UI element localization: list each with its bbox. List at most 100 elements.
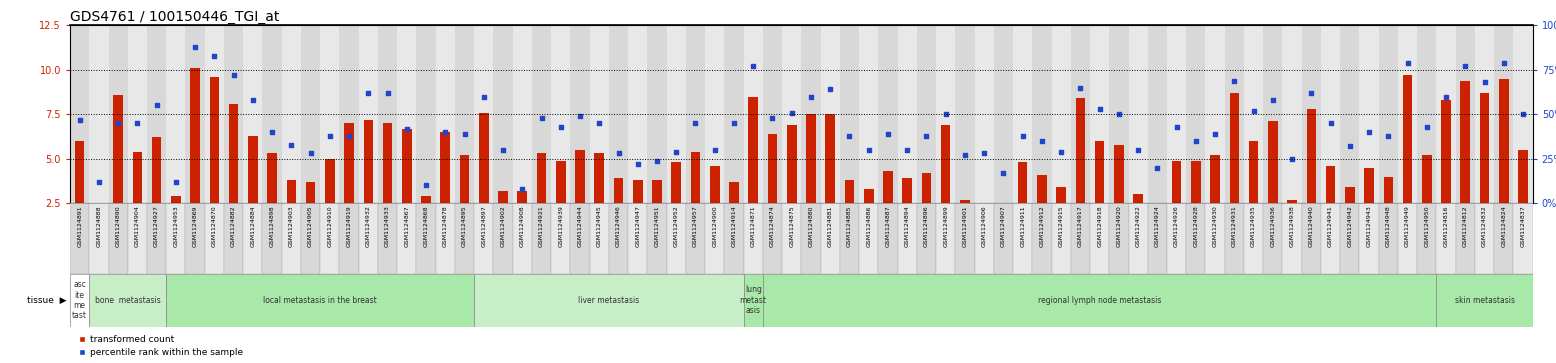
Bar	[960, 200, 969, 203]
Text: GSM1124895: GSM1124895	[462, 205, 467, 247]
Point	[1472, 79, 1497, 85]
Text: GSM1124910: GSM1124910	[327, 205, 333, 247]
Bar	[1321, 25, 1340, 203]
Bar	[1441, 100, 1450, 203]
Bar	[691, 152, 700, 203]
Bar	[1282, 25, 1302, 203]
Point	[1145, 165, 1170, 171]
Bar	[1186, 25, 1206, 203]
Text: GSM1124896: GSM1124896	[924, 205, 929, 247]
Bar	[1404, 75, 1413, 203]
Text: GSM1124945: GSM1124945	[598, 205, 602, 247]
Bar	[825, 114, 836, 203]
Point	[375, 90, 400, 96]
Point	[1030, 138, 1055, 144]
Point	[876, 131, 901, 137]
Bar	[576, 150, 585, 203]
Text: GSM1124881: GSM1124881	[828, 205, 832, 247]
Bar	[475, 25, 493, 203]
Bar	[551, 25, 571, 203]
Bar	[1514, 25, 1533, 203]
Text: GSM1124949: GSM1124949	[1405, 205, 1410, 247]
Bar	[325, 159, 335, 203]
Text: GSM1124904: GSM1124904	[135, 205, 140, 247]
Bar	[89, 203, 109, 274]
Text: GSM1124897: GSM1124897	[481, 205, 487, 247]
Bar	[1206, 203, 1225, 274]
Point	[182, 44, 207, 50]
Bar	[185, 203, 205, 274]
Point	[780, 110, 804, 115]
Bar	[1091, 203, 1109, 274]
Bar	[205, 203, 224, 274]
Bar	[518, 191, 527, 203]
Bar	[229, 104, 238, 203]
Text: GSM1124890: GSM1124890	[115, 205, 121, 247]
Text: GSM1124917: GSM1124917	[1078, 205, 1083, 247]
Bar	[1038, 175, 1047, 203]
Bar	[955, 203, 974, 274]
Point	[1088, 106, 1113, 112]
Text: regional lymph node metastasis: regional lymph node metastasis	[1038, 296, 1161, 305]
Bar	[282, 25, 300, 203]
Bar	[114, 95, 123, 203]
Text: lung
metast
asis: lung metast asis	[739, 285, 767, 315]
Bar	[1268, 122, 1277, 203]
Bar	[185, 25, 205, 203]
Text: GSM1124874: GSM1124874	[770, 205, 775, 247]
Text: local metastasis in the breast: local metastasis in the breast	[263, 296, 377, 305]
Bar	[344, 123, 353, 203]
Bar	[974, 25, 994, 203]
Bar	[1109, 25, 1128, 203]
Point	[414, 183, 439, 188]
Bar	[1360, 203, 1379, 274]
Point	[1491, 60, 1516, 66]
Bar	[459, 155, 470, 203]
Bar	[878, 203, 898, 274]
Bar	[1422, 155, 1432, 203]
Bar	[801, 203, 820, 274]
Bar	[224, 203, 243, 274]
Bar	[128, 25, 146, 203]
Text: GSM1124887: GSM1124887	[885, 205, 890, 247]
Bar	[417, 25, 436, 203]
Bar	[70, 25, 89, 203]
Text: GDS4761 / 100150446_TGI_at: GDS4761 / 100150446_TGI_at	[70, 11, 280, 24]
Point	[837, 133, 862, 139]
Bar	[493, 25, 512, 203]
Bar	[1114, 144, 1123, 203]
Bar	[166, 25, 185, 203]
Bar	[339, 203, 359, 274]
Bar	[436, 25, 454, 203]
Bar	[300, 203, 321, 274]
Text: GSM1124832: GSM1124832	[1481, 205, 1488, 247]
Bar	[916, 25, 937, 203]
Text: GSM1124905: GSM1124905	[308, 205, 313, 247]
Bar	[916, 203, 937, 274]
Text: GSM1124948: GSM1124948	[1386, 205, 1391, 247]
Text: GSM1124878: GSM1124878	[443, 205, 448, 247]
Text: GSM1124920: GSM1124920	[1116, 205, 1122, 247]
Bar	[1243, 25, 1263, 203]
Bar	[300, 25, 321, 203]
Text: GSM1124953: GSM1124953	[173, 205, 179, 247]
Bar	[1436, 274, 1533, 327]
Bar	[551, 203, 571, 274]
Text: GSM1124919: GSM1124919	[347, 205, 352, 247]
Point	[336, 133, 361, 139]
Bar	[859, 203, 878, 274]
Bar	[705, 203, 725, 274]
Bar	[268, 154, 277, 203]
Bar	[493, 203, 512, 274]
Text: GSM1124944: GSM1124944	[577, 205, 582, 247]
Bar	[974, 203, 994, 274]
Bar	[1494, 203, 1514, 274]
Text: GSM1124888: GSM1124888	[96, 205, 101, 247]
Bar	[89, 274, 166, 327]
Text: GSM1124870: GSM1124870	[212, 205, 216, 247]
Bar	[686, 25, 705, 203]
Bar	[1186, 203, 1206, 274]
Bar	[767, 134, 778, 203]
Bar	[1225, 25, 1243, 203]
Bar	[937, 203, 955, 274]
